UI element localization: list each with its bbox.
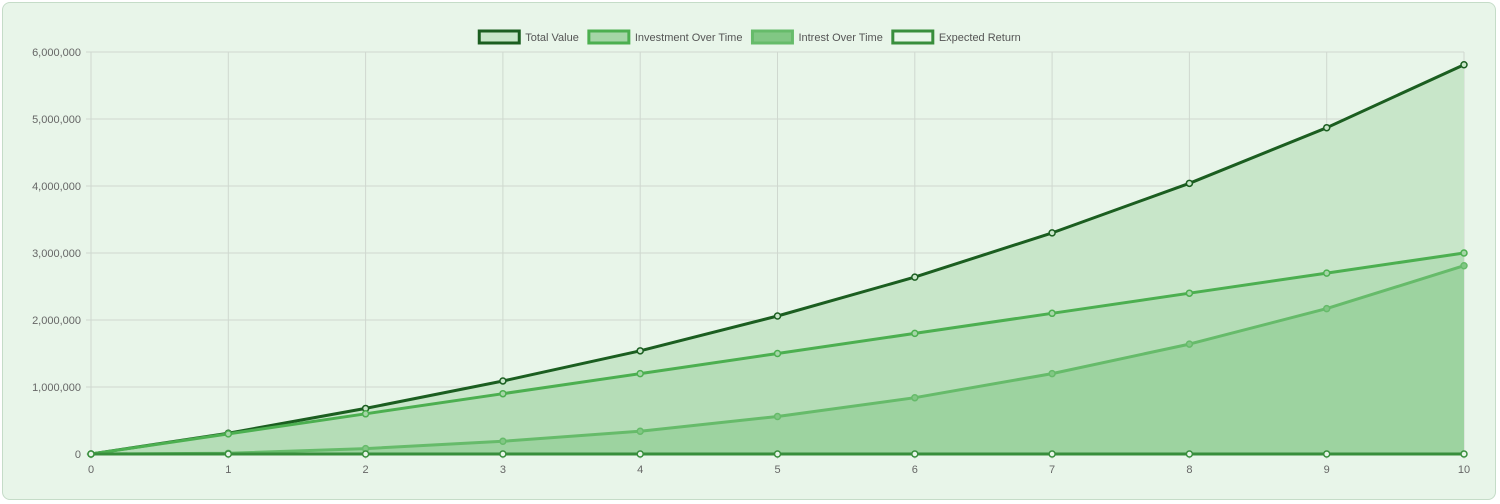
legend-swatch-2 bbox=[750, 29, 794, 45]
x-tick-label-3: 3 bbox=[500, 464, 506, 476]
point-1-10 bbox=[1460, 249, 1468, 257]
point-2-4 bbox=[636, 427, 644, 435]
x-tick-label-5: 5 bbox=[774, 464, 780, 476]
point-0-7 bbox=[1048, 229, 1056, 237]
y-tick-label-6: 6,000,000 bbox=[32, 47, 81, 59]
point-2-10 bbox=[1460, 261, 1468, 270]
x-tick-label-4: 4 bbox=[637, 464, 643, 476]
point-3-4 bbox=[636, 450, 644, 458]
x-tick-label-0: 0 bbox=[88, 464, 94, 476]
y-axis-ticks: 0 1,000,000 2,000,000 3,000,000 4,000,000 5,0… bbox=[32, 47, 81, 461]
area-2 bbox=[91, 265, 1464, 454]
point-3-9 bbox=[1322, 450, 1331, 458]
point-3-0 bbox=[87, 450, 95, 458]
legend-label-0: Total Value bbox=[525, 32, 579, 44]
legend-label-3: Expected Return bbox=[939, 32, 1021, 44]
y-tick-label-1: 1,000,000 bbox=[32, 382, 81, 394]
point-0-9 bbox=[1322, 123, 1331, 132]
point-1-3 bbox=[499, 389, 507, 398]
y-tick-label-4: 4,000,000 bbox=[32, 181, 81, 193]
point-3-10 bbox=[1460, 450, 1468, 458]
y-tick-label-5: 5,000,000 bbox=[32, 114, 81, 126]
x-tick-label-2: 2 bbox=[363, 464, 369, 476]
point-0-6 bbox=[911, 273, 919, 281]
point-3-1 bbox=[224, 450, 233, 458]
x-axis-ticks: 0 1 2 3 4 5 6 7 8 9 10 bbox=[88, 464, 1470, 476]
point-3-2 bbox=[361, 450, 370, 458]
legend-swatch-1 bbox=[587, 29, 631, 45]
point-0-4 bbox=[636, 347, 644, 355]
x-tick-label-1: 1 bbox=[225, 464, 231, 476]
point-1-2 bbox=[361, 410, 370, 418]
point-1-9 bbox=[1322, 269, 1331, 277]
legend-label-1: Investment Over Time bbox=[635, 32, 743, 44]
point-0-5 bbox=[773, 312, 782, 320]
point-2-5 bbox=[773, 412, 782, 421]
legend-label-2: Intrest Over Time bbox=[798, 32, 882, 44]
point-2-7 bbox=[1048, 369, 1056, 378]
point-1-1 bbox=[224, 430, 233, 438]
point-3-6 bbox=[911, 450, 919, 458]
x-tick-label-8: 8 bbox=[1186, 464, 1192, 476]
point-1-6 bbox=[911, 329, 919, 338]
y-tick-label-0: 0 bbox=[75, 449, 81, 461]
point-3-5 bbox=[773, 450, 782, 458]
point-2-8 bbox=[1185, 340, 1194, 348]
legend: Total Value Investment Over Time Intrest O… bbox=[477, 29, 1021, 45]
legend-swatch-0 bbox=[477, 29, 521, 45]
point-1-4 bbox=[636, 369, 644, 378]
legend-swatch-3 bbox=[891, 29, 935, 45]
x-tick-label-6: 6 bbox=[912, 464, 918, 476]
data-points bbox=[87, 60, 1468, 458]
y-tick-label-2: 2,000,000 bbox=[32, 315, 81, 327]
point-1-7 bbox=[1048, 309, 1056, 318]
point-1-5 bbox=[773, 349, 782, 358]
point-3-3 bbox=[499, 450, 507, 458]
point-3-7 bbox=[1048, 450, 1056, 458]
y-tick-label-3: 3,000,000 bbox=[32, 248, 81, 260]
x-tick-label-9: 9 bbox=[1324, 464, 1330, 476]
x-tick-label-7: 7 bbox=[1049, 464, 1055, 476]
point-2-6 bbox=[911, 393, 919, 402]
point-2-9 bbox=[1322, 304, 1331, 313]
point-2-3 bbox=[499, 437, 507, 446]
x-tick-label-10: 10 bbox=[1458, 464, 1470, 476]
point-1-8 bbox=[1185, 289, 1194, 297]
point-0-8 bbox=[1185, 179, 1194, 188]
point-0-3 bbox=[499, 377, 507, 385]
point-3-8 bbox=[1185, 450, 1194, 458]
point-0-10 bbox=[1460, 60, 1468, 69]
